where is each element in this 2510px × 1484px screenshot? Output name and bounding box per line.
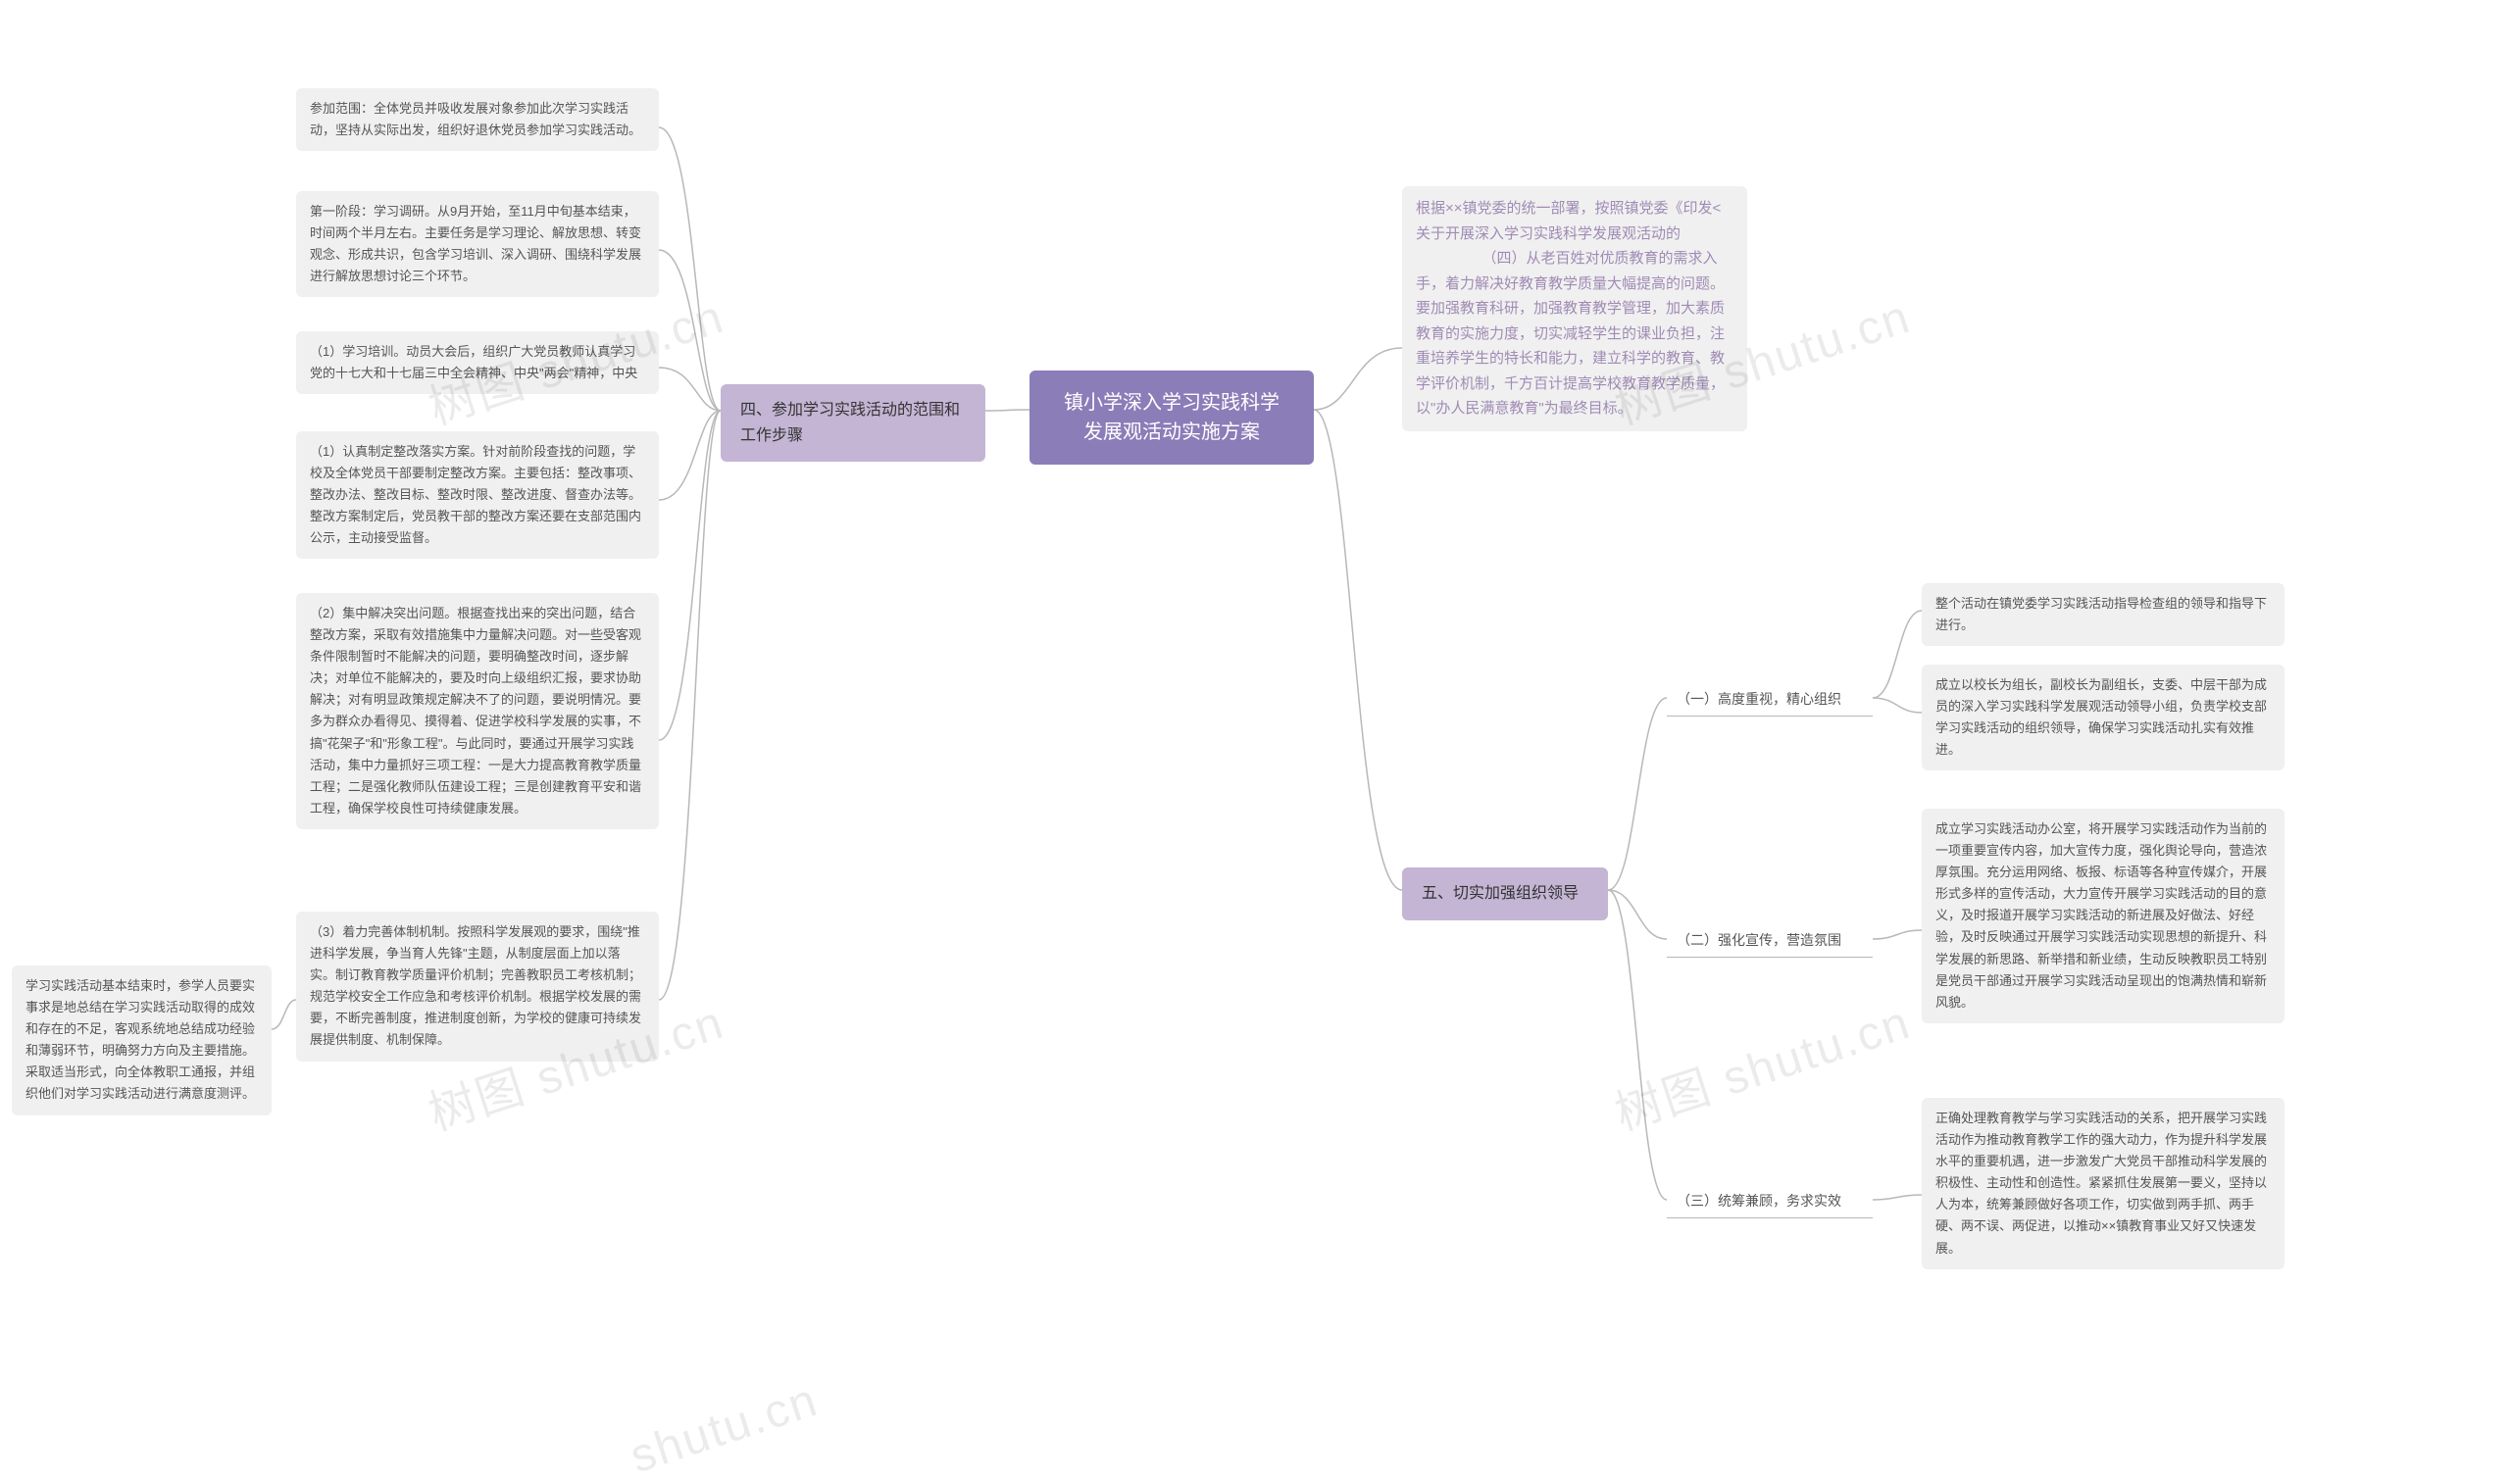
node-L2[interactable]: 第一阶段：学习调研。从9月开始，至11月中旬基本结束，时间两个半月左右。主要任务… [296, 191, 659, 297]
node-L1[interactable]: 参加范围：全体党员并吸收发展对象参加此次学习实践活动，坚持从实际出发，组织好退休… [296, 88, 659, 151]
node-R2_label[interactable]: （二）强化宣传，营造氛围 [1667, 923, 1873, 958]
node-R3[interactable]: 正确处理教育教学与学习实践活动的关系，把开展学习实践活动作为推动教育教学工作的强… [1922, 1098, 2284, 1269]
watermark: shutu.cn [624, 1373, 825, 1484]
node-L6[interactable]: （3）着力完善体制机制。按照科学发展观的要求，围绕"推进科学发展，争当育人先锋"… [296, 912, 659, 1062]
node-R3_label[interactable]: （三）统筹兼顾，务求实效 [1667, 1184, 1873, 1218]
node-right_branch[interactable]: 五、切实加强组织领导 [1402, 867, 1608, 920]
node-R1a[interactable]: 整个活动在镇党委学习实践活动指导检查组的领导和指导下进行。 [1922, 583, 2284, 646]
node-left_branch[interactable]: 四、参加学习实践活动的范围和工作步骤 [721, 384, 985, 462]
node-L3[interactable]: （1）学习培训。动员大会后，组织广大党员教师认真学习党的十七大和十七届三中全会精… [296, 331, 659, 394]
node-R1_label[interactable]: （一）高度重视，精心组织 [1667, 682, 1873, 717]
node-L5[interactable]: （2）集中解决突出问题。根据查找出来的突出问题，结合整改方案，采取有效措施集中力… [296, 593, 659, 829]
node-R2[interactable]: 成立学习实践活动办公室，将开展学习实践活动作为当前的一项重要宣传内容，加大宣传力… [1922, 809, 2284, 1023]
node-right_top[interactable]: 根据××镇党委的统一部署，按照镇党委《印发<关于开展深入学习实践科学发展观活动的… [1402, 186, 1747, 431]
node-L4[interactable]: （1）认真制定整改落实方案。针对前阶段查找的问题，学校及全体党员干部要制定整改方… [296, 431, 659, 559]
watermark: 树图 shutu.cn [1605, 983, 1918, 1143]
node-R1b[interactable]: 成立以校长为组长，副校长为副组长，支委、中层干部为成员的深入学习实践科学发展观活… [1922, 665, 2284, 770]
node-L7[interactable]: 学习实践活动基本结束时，参学人员要实事求是地总结在学习实践活动取得的成效和存在的… [12, 965, 272, 1115]
root-node[interactable]: 镇小学深入学习实践科学 发展观活动实施方案 [1029, 371, 1314, 465]
